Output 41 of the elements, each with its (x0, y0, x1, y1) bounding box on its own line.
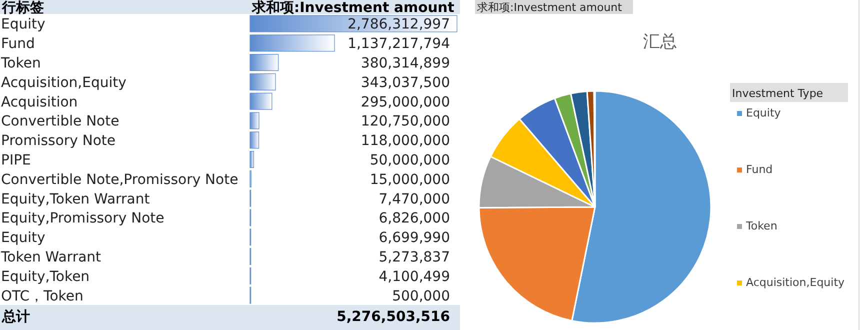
y-tick-label: Equity (1, 16, 46, 33)
y-tick-label: Promissory Note (1, 133, 116, 150)
y-tick-label: Fund (1, 36, 35, 52)
data-label: 1,137,217,794 (348, 36, 450, 52)
legend-label: Acquisition,Equity (746, 276, 846, 289)
legend-title: Investment Type (732, 87, 824, 100)
x-axis-title: 求和项:Investment amount (251, 0, 455, 16)
y-tick-label: PIPE (1, 152, 31, 168)
y-tick-label: OTC，Token (1, 288, 84, 304)
data-label: 15,000,000 (370, 172, 450, 188)
text: 总计 (1, 309, 30, 325)
data-label: 4,100,499 (378, 268, 450, 285)
data-label: 5,273,837 (378, 250, 450, 266)
y-tick-label: Equity (1, 230, 46, 246)
y-tick-label: Equity,Token (1, 268, 90, 285)
y-tick-label: Convertible Note (1, 114, 120, 130)
y-tick-label: Convertible Note,Promissory Note (1, 172, 238, 188)
y-tick-label: Acquisition,Equity (1, 74, 126, 91)
data-label: 50,000,000 (370, 152, 450, 168)
y-tick-label: Acquisition (1, 94, 78, 110)
data-label: 7,470,000 (378, 191, 450, 208)
y-tick-label: Equity,Promissory Note (1, 210, 164, 227)
data-label: 500,000 (392, 288, 450, 304)
data-label: 6,699,990 (378, 230, 450, 246)
chart-title: 汇总 (643, 32, 677, 52)
data-label: 380,314,899 (360, 56, 450, 72)
text: 5,276,503,516 (336, 309, 450, 325)
data-label: 2,786,312,997 (348, 16, 450, 33)
data-label: 295,000,000 (360, 94, 450, 110)
y-tick-label: Token Warrant (0, 250, 102, 266)
y-tick-label: Token (0, 56, 41, 72)
data-label: 120,750,000 (360, 114, 450, 130)
text: 求和项:Investment amount (477, 1, 623, 14)
legend-label: Token (745, 220, 778, 232)
legend-label: Equity (746, 106, 782, 120)
data-label: 6,826,000 (378, 210, 450, 227)
y-axis-title: 行标签 (1, 0, 44, 16)
data-label: 118,000,000 (360, 133, 450, 150)
legend-label: Fund (746, 163, 773, 176)
data-label: 343,037,500 (360, 74, 450, 91)
y-tick-label: Equity,Token Warrant (1, 191, 150, 208)
